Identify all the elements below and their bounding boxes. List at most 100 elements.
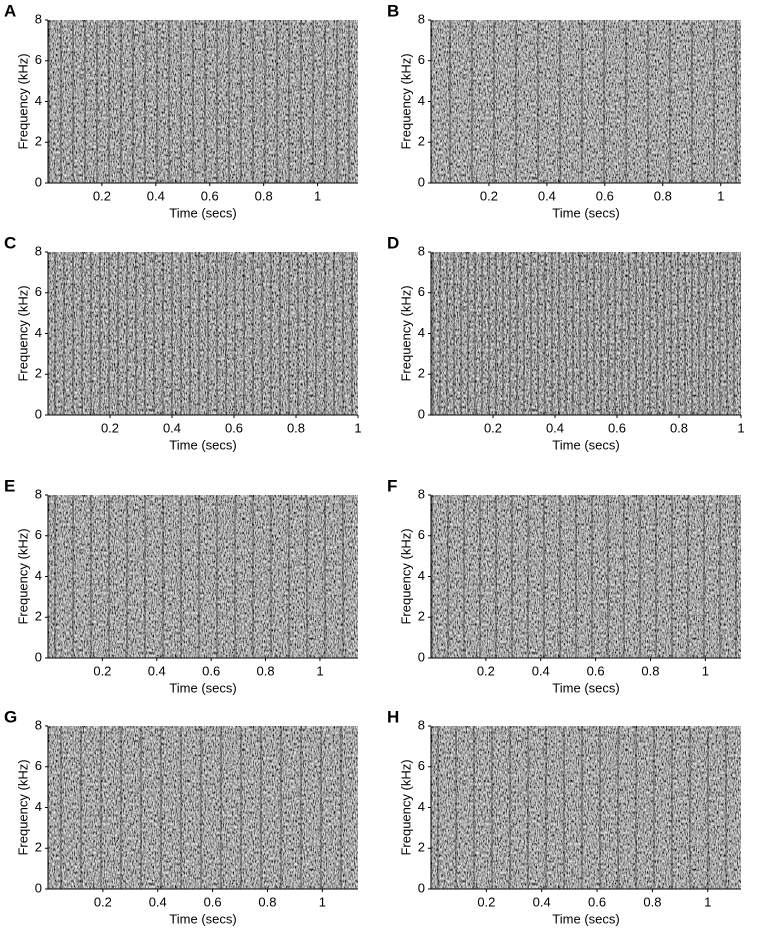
- x-tick-label: 0.2: [477, 663, 495, 678]
- x-tick-label: 0.8: [670, 420, 688, 435]
- y-tick-label: 4: [35, 93, 42, 108]
- x-axis-label: Time (secs): [169, 205, 236, 220]
- y-tick-label: 2: [35, 134, 42, 149]
- y-axis-label: Frequency (kHz): [15, 759, 30, 855]
- x-tick-label: 0.6: [201, 188, 219, 203]
- x-tick-label: 0.8: [258, 894, 276, 909]
- panel-label: C: [4, 233, 16, 252]
- panel-label: H: [387, 707, 399, 726]
- y-tick-label: 8: [418, 717, 425, 732]
- x-tick-label: 1: [314, 188, 321, 203]
- spectrogram-panel: A 0 2 4 6 8 0.2 0.4 0.6 0.8 1 Time (secs) Frequency …: [4, 1, 358, 220]
- y-tick-label: 6: [418, 527, 425, 542]
- x-tick-label: 0.4: [148, 663, 166, 678]
- x-tick-label: 0.8: [257, 663, 275, 678]
- spectrogram-panel: H 0 2 4 6 8 0.2 0.4 0.6 0.8 1 Time (secs) Frequency …: [387, 707, 741, 926]
- panel-label: G: [4, 707, 17, 726]
- y-axis-label: Frequency (kHz): [398, 759, 413, 855]
- x-tick-label: 0.6: [202, 663, 220, 678]
- x-tick-label: 0.4: [533, 894, 551, 909]
- y-tick-label: 6: [35, 758, 42, 773]
- y-tick-label: 0: [418, 880, 425, 895]
- x-tick-label: 0.4: [538, 188, 556, 203]
- x-tick-label: 0.6: [587, 663, 605, 678]
- panel-label: B: [387, 1, 399, 20]
- x-tick-label: 0.8: [643, 894, 661, 909]
- x-tick-label: 0.6: [608, 420, 626, 435]
- y-tick-label: 6: [418, 758, 425, 773]
- y-tick-label: 0: [418, 174, 425, 189]
- x-tick-label: 1: [354, 420, 361, 435]
- spectrogram-texture: [48, 495, 358, 658]
- y-tick-label: 6: [35, 527, 42, 542]
- y-tick-label: 2: [35, 609, 42, 624]
- y-tick-label: 8: [418, 243, 425, 258]
- y-tick-label: 8: [35, 243, 42, 258]
- x-tick-label: 0.2: [480, 188, 498, 203]
- spectrogram-texture: [431, 495, 741, 658]
- spectrogram-texture: [48, 252, 358, 415]
- y-tick-label: 0: [418, 406, 425, 421]
- y-tick-label: 0: [35, 174, 42, 189]
- spectrogram-texture: [48, 20, 358, 183]
- y-tick-label: 4: [35, 325, 42, 340]
- x-tick-label: 0.6: [204, 894, 222, 909]
- x-axis-label: Time (secs): [169, 911, 236, 926]
- x-tick-label: 0.2: [93, 188, 111, 203]
- x-axis-label: Time (secs): [552, 680, 619, 695]
- x-tick-label: 1: [704, 894, 711, 909]
- y-axis-label: Frequency (kHz): [398, 528, 413, 624]
- x-tick-label: 0.6: [588, 894, 606, 909]
- y-tick-label: 2: [418, 840, 425, 855]
- x-tick-label: 1: [737, 420, 744, 435]
- panel-label: F: [387, 476, 397, 495]
- x-tick-label: 0.4: [532, 663, 550, 678]
- y-tick-label: 2: [35, 366, 42, 381]
- y-tick-label: 6: [418, 52, 425, 67]
- spectrogram-panel: D 0 2 4 6 8 0.2 0.4 0.6 0.8 1 Time (secs) Frequency …: [387, 233, 745, 452]
- y-tick-label: 8: [35, 486, 42, 501]
- spectrogram-panel: B 0 2 4 6 8 0.2 0.4 0.6 0.8 1 Time (secs) Frequency …: [387, 1, 741, 220]
- y-tick-label: 2: [418, 134, 425, 149]
- x-tick-label: 0.4: [147, 188, 165, 203]
- y-tick-label: 0: [418, 649, 425, 664]
- x-tick-label: 0.2: [477, 894, 495, 909]
- y-tick-label: 4: [35, 799, 42, 814]
- spectrogram-panel: C 0 2 4 6 8 0.2 0.4 0.6 0.8 1 Time (secs) Frequency …: [4, 233, 362, 452]
- y-tick-label: 8: [35, 717, 42, 732]
- spectrogram-texture: [431, 726, 741, 889]
- y-tick-label: 4: [418, 93, 425, 108]
- y-tick-label: 6: [35, 284, 42, 299]
- x-tick-label: 1: [319, 894, 326, 909]
- y-axis-label: Frequency (kHz): [15, 53, 30, 149]
- y-tick-label: 6: [418, 284, 425, 299]
- x-tick-label: 0.6: [225, 420, 243, 435]
- y-tick-label: 8: [418, 11, 425, 26]
- y-tick-label: 0: [35, 649, 42, 664]
- x-tick-label: 0.4: [546, 420, 564, 435]
- y-tick-label: 4: [418, 325, 425, 340]
- x-tick-label: 0.6: [596, 188, 614, 203]
- x-tick-label: 0.4: [149, 894, 167, 909]
- spectrogram-texture: [431, 252, 741, 415]
- y-axis-label: Frequency (kHz): [15, 285, 30, 381]
- x-tick-label: 1: [316, 663, 323, 678]
- y-tick-label: 4: [418, 799, 425, 814]
- panel-label: A: [4, 1, 16, 20]
- x-tick-label: 0.8: [641, 663, 659, 678]
- x-tick-label: 0.2: [93, 663, 111, 678]
- x-axis-label: Time (secs): [552, 437, 619, 452]
- panel-label: D: [387, 233, 399, 252]
- y-axis-label: Frequency (kHz): [398, 53, 413, 149]
- spectrogram-texture: [48, 726, 358, 889]
- spectrogram-panel: G 0 2 4 6 8 0.2 0.4 0.6 0.8 1 Time (secs) Frequency …: [4, 707, 358, 926]
- x-axis-label: Time (secs): [552, 911, 619, 926]
- x-tick-label: 0.2: [101, 420, 119, 435]
- y-tick-label: 8: [418, 486, 425, 501]
- y-axis-label: Frequency (kHz): [398, 285, 413, 381]
- x-tick-label: 1: [717, 188, 724, 203]
- y-axis-label: Frequency (kHz): [15, 528, 30, 624]
- y-tick-label: 4: [35, 568, 42, 583]
- x-tick-label: 0.8: [255, 188, 273, 203]
